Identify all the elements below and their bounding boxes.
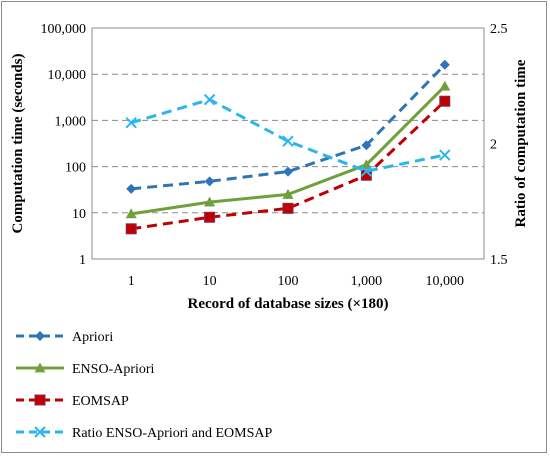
data-point <box>283 166 293 177</box>
data-point <box>34 362 46 373</box>
x-axis-tick-labels: 1 10 100 1,000 10,000 <box>128 274 464 289</box>
series-layer <box>125 59 451 235</box>
data-point <box>203 93 216 106</box>
data-point <box>125 208 137 219</box>
legend-label: EOMSAP <box>72 394 129 409</box>
y-tick-label: 1 <box>79 253 86 268</box>
y2-tick-label: 2.5 <box>490 22 508 37</box>
legend: Apriori ENSO-Apriori EOMSAP Ratio ENSO-Apri… <box>16 330 272 441</box>
legend-item: Apriori <box>16 330 113 345</box>
x-tick-label: 1,000 <box>351 274 383 289</box>
legend-label: ENSO-Apriori <box>72 362 155 377</box>
data-point <box>35 331 45 341</box>
data-point <box>204 196 216 207</box>
legend-label: Ratio ENSO-Apriori and EOMSAP <box>72 426 272 441</box>
series-line <box>130 97 446 173</box>
y2-axis-tick-labels: 1.5 2 2.5 <box>490 22 508 268</box>
y-axis-tick-labels: 1 10 100 1,000 10,000 100,000 <box>41 22 87 268</box>
y-tick-label: 100,000 <box>41 22 87 37</box>
y2-tick-label: 2 <box>490 138 497 153</box>
x-tick-label: 10,000 <box>426 274 465 289</box>
y-tick-label: 100 <box>65 161 86 176</box>
data-point <box>360 159 372 170</box>
legend-item: ENSO-Apriori <box>16 362 155 377</box>
axes <box>91 27 485 260</box>
data-point <box>34 394 46 406</box>
series-ratio-enso-apriori-and-eomsap <box>125 93 451 177</box>
y2-axis-title: Ratio of computation time <box>513 59 529 227</box>
legend-label: Apriori <box>72 330 113 345</box>
y2-tick-label: 1.5 <box>490 253 508 268</box>
data-point <box>361 140 372 151</box>
legend-item: EOMSAP <box>16 394 129 409</box>
y-axis-title: Computation time (seconds) <box>10 54 26 234</box>
data-point <box>125 117 137 129</box>
x-axis-title: Record of database sizes (×180) <box>187 296 388 312</box>
series-line <box>130 100 446 231</box>
series-line <box>131 63 446 191</box>
x-tick-label: 100 <box>278 274 299 289</box>
series-eomsap <box>125 95 451 235</box>
data-point <box>282 188 294 199</box>
plot-area-border <box>91 27 485 260</box>
series-enso-apriori <box>125 80 451 219</box>
data-point <box>282 202 294 214</box>
legend-item: Ratio ENSO-Apriori and EOMSAP <box>16 426 272 441</box>
y-tick-label: 1,000 <box>55 114 87 129</box>
data-point <box>360 165 373 177</box>
data-point <box>126 183 137 194</box>
data-point <box>439 59 450 70</box>
data-point <box>439 149 451 161</box>
x-tick-label: 1 <box>128 274 135 289</box>
data-point <box>282 135 294 147</box>
x-tick-label: 10 <box>203 274 217 289</box>
data-point <box>204 211 216 223</box>
series-apriori <box>126 59 450 194</box>
data-point <box>439 95 451 107</box>
y-tick-label: 10 <box>72 207 86 222</box>
data-point <box>125 223 137 235</box>
data-point <box>34 426 46 438</box>
chart-frame: 1 10 100 1,000 10,000 100,000 1.5 2 2.5 1 10 100 1… <box>1 1 547 453</box>
data-point <box>439 80 451 91</box>
data-point <box>204 176 215 187</box>
y-tick-label: 10,000 <box>48 68 87 83</box>
